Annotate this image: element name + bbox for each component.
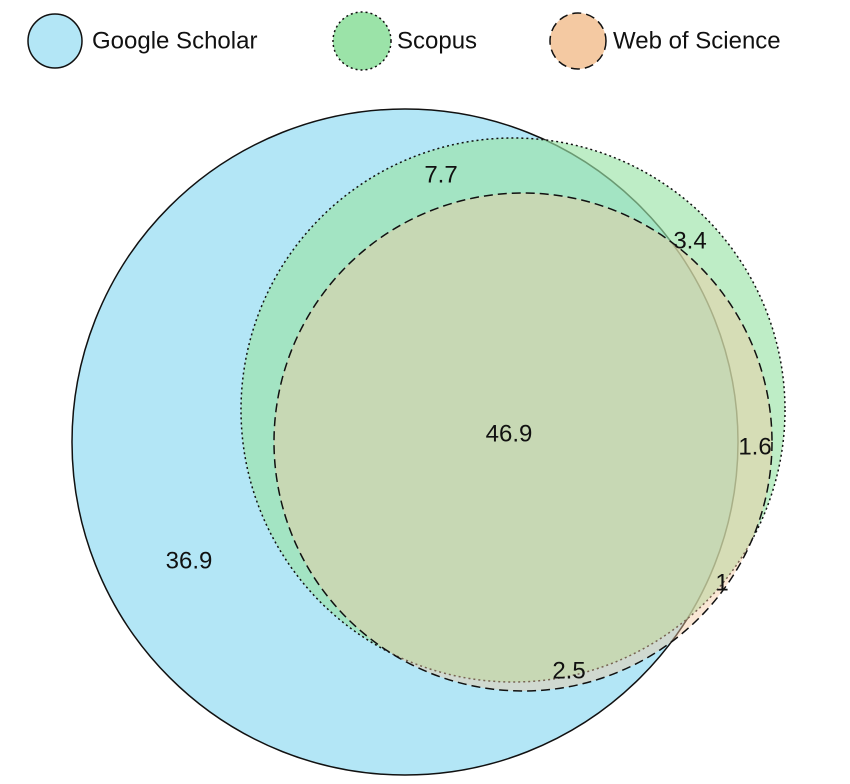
legend-swatch — [549, 12, 607, 70]
set-circle — [273, 192, 773, 692]
legend-swatch — [27, 13, 83, 69]
region-label: 1.6 — [738, 433, 771, 460]
legend-label: Scopus — [397, 27, 477, 54]
legend-label: Google Scholar — [92, 27, 257, 54]
legend: Google Scholar Scopus Web of Science — [27, 11, 781, 71]
region-label: 2.5 — [552, 657, 585, 684]
legend-swatch — [332, 11, 392, 71]
region-label: 36.9 — [166, 547, 213, 574]
region-label: 1 — [715, 569, 728, 596]
labels: 36.9 7.7 46.9 3.4 1.6 1 2.5 — [166, 161, 772, 684]
region-label: 7.7 — [424, 161, 457, 188]
region-label: 3.4 — [673, 227, 706, 254]
region-label: 46.9 — [486, 420, 533, 447]
set-circle — [240, 137, 786, 683]
circles — [71, 108, 786, 776]
legend-label: Web of Science — [613, 27, 781, 54]
